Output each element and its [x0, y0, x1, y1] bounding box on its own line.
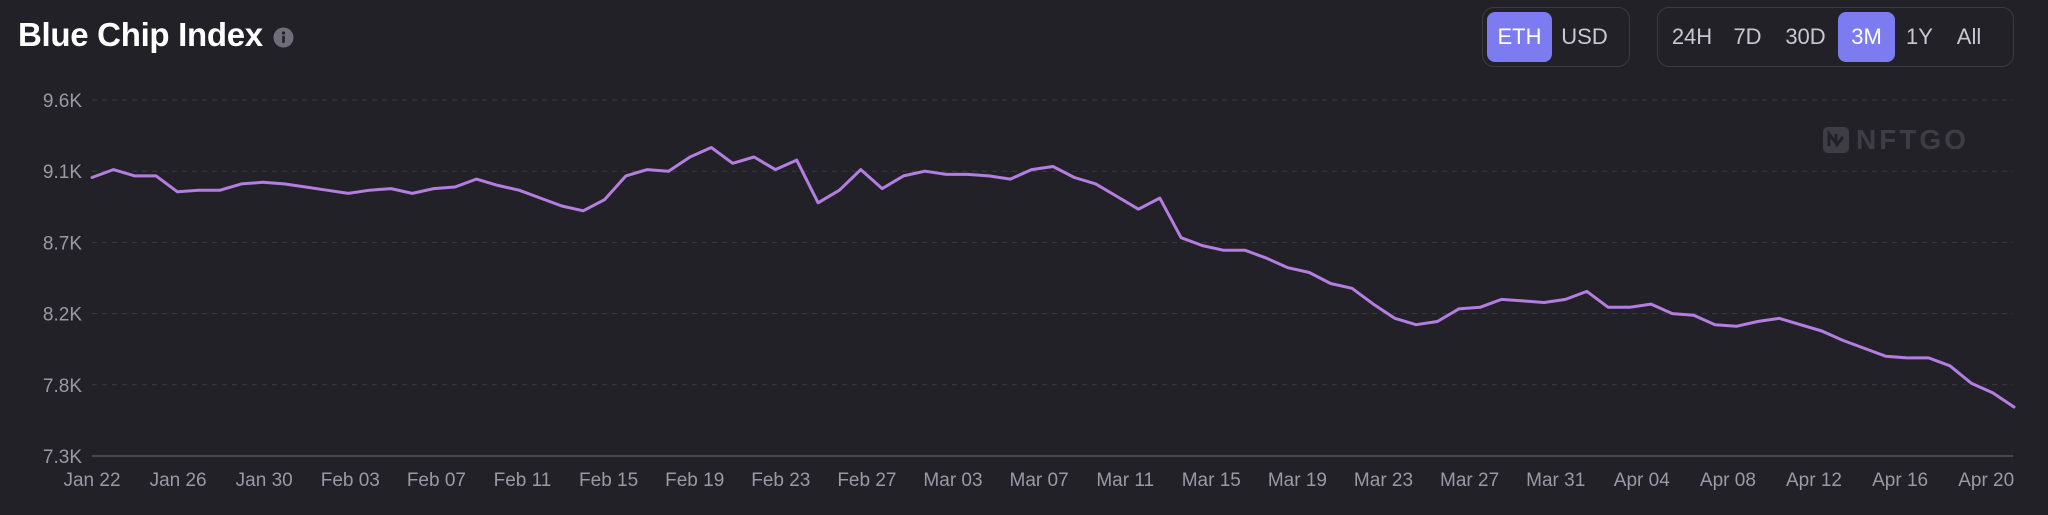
y-tick-label: 8.2K [43, 305, 82, 326]
x-tick-label: Jan 22 [63, 470, 120, 491]
x-axis-ticks: Jan 22 Jan 26 Jan 30 Feb 03 Feb 07 Feb 11 Feb … [63, 470, 2014, 491]
x-tick-label: Jan 30 [236, 470, 293, 491]
x-tick-label: Apr 04 [1614, 470, 1670, 491]
currency-toggle: ETH USD [1482, 7, 1630, 67]
x-tick-label: Mar 11 [1096, 470, 1154, 491]
x-tick-label: Mar 31 [1526, 470, 1585, 491]
x-tick-label: Feb 11 [494, 470, 552, 491]
info-icon[interactable] [273, 27, 294, 48]
title-group: Blue Chip Index [18, 16, 294, 54]
x-tick-label: Mar 27 [1440, 470, 1499, 491]
x-tick-label: Mar 23 [1354, 470, 1413, 491]
x-tick-label: Apr 16 [1872, 470, 1928, 491]
page-title: Blue Chip Index [18, 16, 263, 53]
currency-usd-button[interactable]: USD [1561, 24, 1608, 49]
x-tick-label: Apr 08 [1700, 470, 1756, 491]
x-tick-label: Feb 07 [407, 470, 466, 491]
y-tick-label: 9.1K [43, 162, 82, 183]
x-tick-label: Mar 15 [1182, 470, 1241, 491]
x-tick-label: Apr 20 [1958, 470, 2014, 491]
x-tick-label: Feb 03 [321, 470, 380, 491]
range-30d-button[interactable]: 30D [1785, 24, 1826, 49]
x-tick-label: Feb 19 [665, 470, 724, 491]
watermark-text: NFTGO [1856, 124, 1969, 155]
range-7d-button[interactable]: 7D [1733, 24, 1762, 49]
x-tick-label: Apr 12 [1786, 470, 1842, 491]
y-axis-ticks: 7.3K 7.8K 8.2K 8.7K 9.1K 9.6K [43, 91, 82, 468]
y-tick-label: 7.8K [43, 376, 82, 397]
nftgo-logo-icon [1823, 127, 1849, 153]
range-all-button[interactable]: All [1956, 24, 1982, 49]
y-tick-label: 7.3K [43, 447, 82, 468]
range-24h-button[interactable]: 24H [1671, 24, 1713, 49]
x-tick-label: Feb 15 [579, 470, 638, 491]
watermark: NFTGO [1822, 124, 1969, 156]
currency-eth-button[interactable]: ETH [1487, 12, 1552, 62]
range-3m-button[interactable]: 3M [1838, 12, 1895, 62]
y-tick-label: 9.6K [43, 91, 82, 112]
series-line [90, 146, 2016, 409]
x-tick-label: Feb 23 [751, 470, 810, 491]
range-1y-button[interactable]: 1Y [1906, 24, 1933, 49]
x-tick-label: Mar 07 [1010, 470, 1069, 491]
x-tick-label: Jan 26 [150, 470, 207, 491]
range-toggle: 24H 7D 30D 3M 1Y All [1657, 7, 2014, 67]
grid-lines [92, 99, 2013, 457]
x-tick-label: Mar 03 [923, 470, 982, 491]
x-tick-label: Mar 19 [1268, 470, 1327, 491]
y-tick-label: 8.7K [43, 233, 82, 254]
x-tick-label: Feb 27 [837, 470, 896, 491]
